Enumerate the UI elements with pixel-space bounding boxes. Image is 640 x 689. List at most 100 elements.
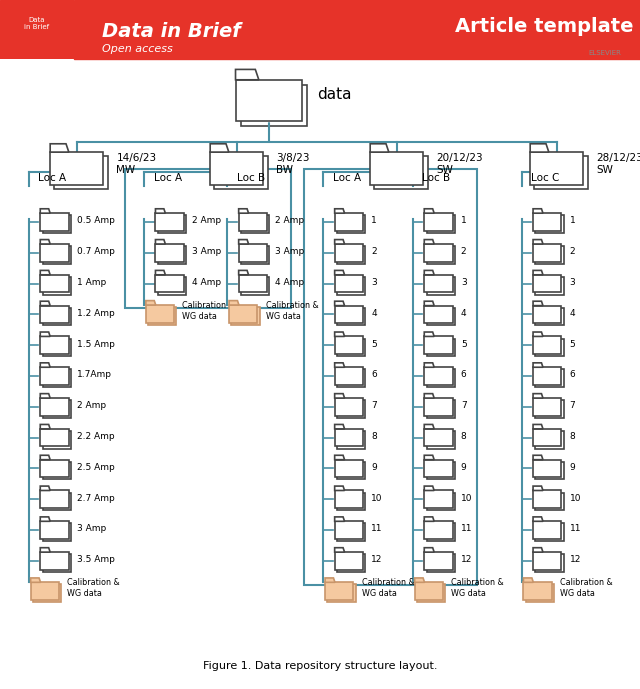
Polygon shape [533, 517, 543, 522]
Polygon shape [157, 273, 186, 295]
Polygon shape [424, 363, 434, 367]
Text: Calibration &
WG data: Calibration & WG data [560, 579, 612, 598]
Polygon shape [50, 144, 69, 152]
Polygon shape [533, 398, 561, 415]
Polygon shape [424, 517, 434, 522]
Text: 6: 6 [371, 371, 377, 380]
Polygon shape [533, 486, 543, 491]
Polygon shape [337, 395, 365, 418]
Polygon shape [533, 306, 561, 323]
Polygon shape [335, 301, 344, 306]
Text: Data in Brief: Data in Brief [102, 22, 241, 41]
Polygon shape [424, 336, 452, 354]
Text: 3 Amp: 3 Amp [192, 247, 221, 256]
Polygon shape [533, 455, 543, 460]
Polygon shape [426, 334, 455, 356]
Polygon shape [535, 550, 564, 572]
Polygon shape [533, 275, 561, 292]
Text: 12: 12 [461, 555, 472, 564]
Text: 20/12/23
SW: 20/12/23 SW [436, 153, 483, 175]
Text: Article template: Article template [455, 17, 633, 36]
Polygon shape [40, 460, 68, 477]
Text: Open access: Open access [102, 44, 173, 54]
Polygon shape [335, 552, 363, 570]
Polygon shape [426, 489, 455, 511]
Text: Calibration &
WG data: Calibration & WG data [67, 579, 120, 598]
Polygon shape [40, 209, 50, 213]
Polygon shape [156, 244, 184, 262]
Text: data: data [317, 87, 351, 102]
Polygon shape [146, 300, 156, 305]
Polygon shape [424, 213, 452, 231]
Text: Calibration &
WG data: Calibration & WG data [266, 301, 318, 320]
Polygon shape [424, 548, 434, 552]
Text: 4: 4 [461, 309, 467, 318]
Polygon shape [335, 270, 344, 275]
Polygon shape [337, 273, 365, 295]
Polygon shape [374, 147, 428, 189]
Polygon shape [533, 240, 543, 244]
Polygon shape [535, 365, 564, 387]
Polygon shape [239, 240, 248, 244]
Text: 1.5 Amp: 1.5 Amp [77, 340, 115, 349]
Text: 8: 8 [461, 432, 467, 441]
Polygon shape [335, 424, 344, 429]
Polygon shape [40, 301, 50, 306]
Polygon shape [424, 460, 452, 477]
Polygon shape [370, 144, 389, 152]
Polygon shape [337, 519, 365, 541]
Text: Loc B: Loc B [237, 172, 265, 183]
Text: Loc B: Loc B [422, 172, 451, 183]
Text: 9: 9 [570, 463, 575, 472]
Polygon shape [337, 365, 365, 387]
Polygon shape [335, 398, 363, 415]
Polygon shape [535, 211, 564, 233]
Polygon shape [40, 424, 50, 429]
Text: Calibration &
WG data: Calibration & WG data [362, 579, 414, 598]
Text: 4 Amp: 4 Amp [275, 278, 305, 287]
Text: Data
in Brief: Data in Brief [24, 17, 49, 30]
Text: Loc A: Loc A [333, 172, 361, 183]
Polygon shape [335, 548, 344, 552]
Polygon shape [535, 303, 564, 325]
Polygon shape [426, 303, 455, 325]
Text: 5: 5 [570, 340, 575, 349]
Text: 1: 1 [371, 216, 377, 225]
Polygon shape [426, 519, 455, 541]
Polygon shape [533, 367, 561, 385]
Polygon shape [426, 457, 455, 480]
Text: 3: 3 [570, 278, 575, 287]
Polygon shape [40, 517, 50, 522]
Polygon shape [40, 552, 68, 570]
Text: 9: 9 [461, 463, 467, 472]
Text: 1 Amp: 1 Amp [77, 278, 106, 287]
Text: Figure 1. Data repository structure layout.: Figure 1. Data repository structure layo… [203, 661, 437, 671]
Polygon shape [40, 548, 50, 552]
Polygon shape [335, 244, 363, 262]
Polygon shape [210, 152, 264, 185]
Text: 7: 7 [371, 401, 377, 410]
Polygon shape [239, 209, 248, 213]
Polygon shape [337, 489, 365, 511]
Polygon shape [424, 491, 452, 508]
Polygon shape [42, 519, 71, 541]
Polygon shape [40, 213, 68, 231]
Polygon shape [533, 213, 561, 231]
Polygon shape [335, 517, 344, 522]
Text: 2 Amp: 2 Amp [275, 216, 305, 225]
Polygon shape [40, 244, 68, 262]
Polygon shape [426, 242, 455, 264]
Text: 0.7 Amp: 0.7 Amp [77, 247, 115, 256]
Text: 3/8/23
BW: 3/8/23 BW [276, 153, 310, 175]
Polygon shape [426, 365, 455, 387]
Polygon shape [229, 300, 239, 305]
Polygon shape [415, 582, 443, 600]
Polygon shape [325, 578, 335, 582]
Text: 9: 9 [371, 463, 377, 472]
Polygon shape [426, 395, 455, 418]
Polygon shape [40, 336, 68, 354]
Polygon shape [535, 426, 564, 449]
Polygon shape [33, 580, 61, 602]
Polygon shape [337, 426, 365, 449]
Polygon shape [524, 578, 533, 582]
